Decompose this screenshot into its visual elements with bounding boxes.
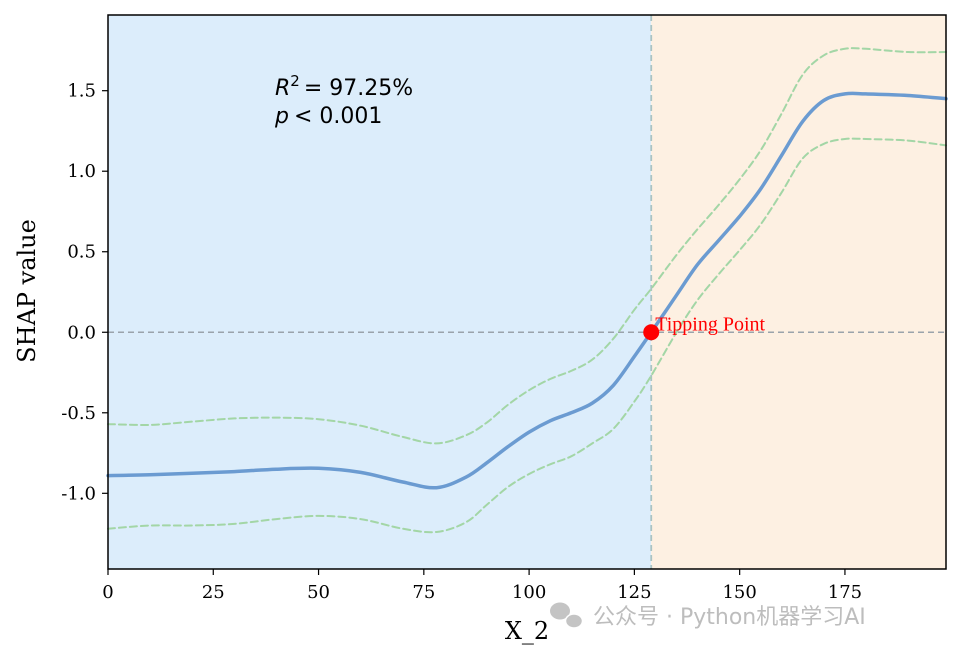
p-value-annotation: p < 0.001 <box>274 104 382 129</box>
y-tick-label: 0.5 <box>67 242 96 263</box>
y-tick-label: 1.0 <box>67 161 96 182</box>
tipping-point-marker <box>643 324 660 341</box>
y-tick-label: 0.0 <box>67 322 96 343</box>
p-value-text: < 0.001 <box>294 104 382 129</box>
axes-layer: 0 25 50 75 100 125 150 175 -1.0 -0.5 0.0 0.5 1.0 1.5 <box>61 14 947 603</box>
upper-ci-line <box>107 47 947 445</box>
x-tick-label: 25 <box>202 582 225 603</box>
r-squared-annotation: R2 = 97.25% <box>275 72 413 101</box>
wechat-icon <box>550 602 584 629</box>
r-superscript: 2 <box>290 72 300 90</box>
y-axis-label: SHAP value <box>13 219 41 363</box>
x-tick-label: 100 <box>512 582 546 603</box>
x-tick-label: 150 <box>722 582 756 603</box>
r-squared-value: = 97.25% <box>304 76 413 101</box>
x-tick-label: 125 <box>617 582 651 603</box>
y-tick-label: -0.5 <box>61 403 96 424</box>
y-tick-label: -1.0 <box>61 483 96 504</box>
r-symbol: R <box>275 76 290 101</box>
fit-line <box>106 91 948 490</box>
p-symbol: p <box>274 104 289 129</box>
x-tick-label: 75 <box>412 582 435 603</box>
y-tick-label: 1.5 <box>67 81 96 102</box>
x-tick-label: 50 <box>307 582 330 603</box>
lower-ci-line <box>107 137 947 534</box>
watermark-text: 公众号 · Python机器学习AI <box>593 605 866 630</box>
plot-frame <box>107 14 947 570</box>
watermark: 公众号 · Python机器学习AI <box>550 602 866 630</box>
plot-area <box>108 15 946 569</box>
curves-layer: Tipping Point <box>106 47 948 534</box>
x-axis-label: X_2 <box>505 617 549 645</box>
x-tick-label: 175 <box>828 582 862 603</box>
x-tick-label: 0 <box>102 582 113 603</box>
region-right-shade <box>651 15 946 569</box>
tipping-point-label: Tipping Point <box>655 313 765 335</box>
